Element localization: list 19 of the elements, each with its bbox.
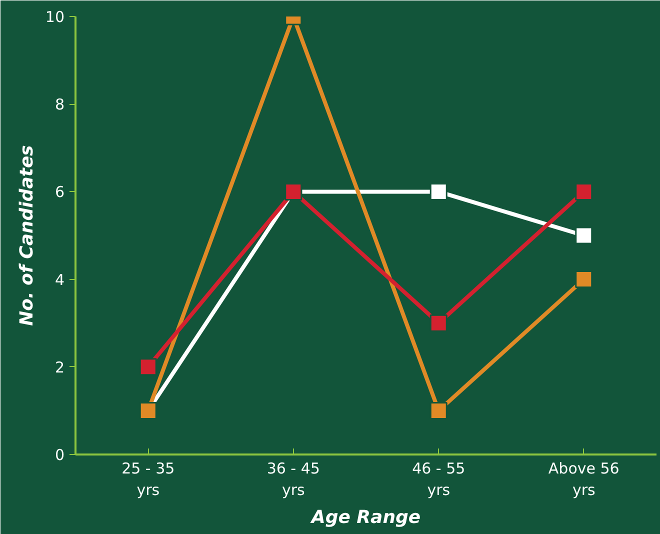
y-tick-label: 4 bbox=[54, 270, 65, 289]
x-tick-label: Above 56 yrs bbox=[548, 460, 620, 500]
y-tick-label: 6 bbox=[54, 183, 65, 202]
x-tick-label: 25 - 35 yrs bbox=[122, 460, 175, 500]
y-axis-title: No. of Candidates bbox=[16, 144, 38, 326]
x-tick-label: 46 - 55 yrs bbox=[412, 460, 466, 500]
point bbox=[430, 314, 448, 332]
point bbox=[430, 402, 448, 420]
point bbox=[139, 358, 157, 376]
y-tick-label: 10 bbox=[45, 8, 65, 26]
point bbox=[575, 182, 593, 200]
point bbox=[575, 270, 593, 288]
y-tick-label: 8 bbox=[54, 96, 65, 114]
point bbox=[575, 226, 593, 244]
x-tick-label: 36 - 45 yrs bbox=[266, 460, 320, 500]
y-tick-label: 2 bbox=[54, 358, 65, 376]
y-tick-label: 0 bbox=[54, 446, 65, 464]
x-axis-title: Age Range bbox=[309, 507, 421, 528]
point bbox=[430, 182, 448, 200]
